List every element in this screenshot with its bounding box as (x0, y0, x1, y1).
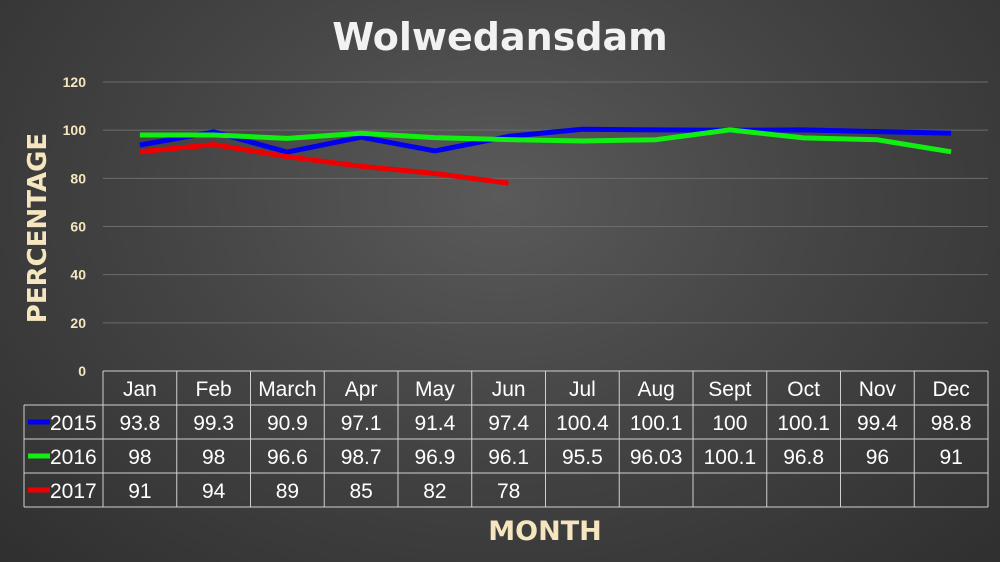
y-axis-ticks: 0 20 40 60 80 100 120 (63, 74, 87, 379)
y-tick-label: 0 (78, 363, 86, 379)
table-cell: 100.1 (777, 412, 830, 435)
table-cell: 96 (866, 446, 889, 469)
table-cell: 100.4 (556, 412, 609, 435)
table-cell: 99.4 (857, 412, 898, 435)
gridlines (103, 81, 988, 324)
table-cell: 91.4 (414, 412, 455, 435)
table-cell: 96.8 (783, 446, 824, 469)
table-cell: 93.8 (119, 412, 160, 435)
y-tick-label: 60 (70, 219, 86, 235)
table-cell: 78 (497, 480, 520, 503)
table-header-Jul: Jul (569, 378, 596, 401)
table-cell: 91 (939, 446, 962, 469)
table-cell: 89 (276, 480, 299, 503)
series-line-2015 (139, 126, 952, 155)
table-cell: 100.1 (704, 446, 757, 469)
legend-label-2015: 2015 (50, 412, 97, 435)
table-cell: 100 (712, 412, 747, 435)
table-header-Apr: Apr (345, 378, 378, 401)
table-cell: 82 (423, 480, 446, 503)
table-header-Jan: Jan (123, 378, 157, 401)
y-tick-label: 40 (70, 267, 86, 283)
table-cell: 96.03 (630, 446, 683, 469)
table-cell: 96.1 (488, 446, 529, 469)
table-header-May: May (415, 378, 455, 401)
table-header-Oct: Oct (787, 378, 820, 401)
table-cell: 99.3 (193, 412, 234, 435)
chart-title: Wolwedansdam (332, 15, 668, 59)
y-axis-label: PERCENTAGE (23, 133, 53, 323)
table-cell: 85 (349, 480, 372, 503)
table-cell: 97.4 (488, 412, 529, 435)
y-tick-label: 100 (63, 122, 87, 138)
table-cell: 90.9 (267, 412, 308, 435)
y-tick-label: 20 (70, 315, 86, 331)
series-line-2017 (139, 142, 509, 186)
table-header-Aug: Aug (637, 378, 674, 401)
table-cell: 94 (202, 480, 226, 503)
y-tick-label: 120 (63, 74, 87, 90)
table-header-March: March (258, 378, 316, 401)
table-header-Nov: Nov (859, 378, 897, 401)
table-cell: 96.6 (267, 446, 308, 469)
table-cell: 98 (202, 446, 225, 469)
y-tick-label: 80 (70, 170, 86, 186)
table-cell: 98 (128, 446, 151, 469)
series-line-2016 (139, 127, 952, 155)
table-header-Dec: Dec (932, 378, 969, 401)
x-axis-label: MONTH (488, 516, 601, 547)
data-table: Jan Feb March Apr May Jun Jul Aug Sept Oct Nov Dec 2… (23, 370, 989, 508)
table-cell: 91 (128, 480, 151, 503)
table-cell: 98.8 (931, 412, 972, 435)
table-cell: 95.5 (562, 446, 603, 469)
table-header-Feb: Feb (196, 378, 232, 401)
table-cell: 98.7 (341, 446, 382, 469)
legend-label-2016: 2016 (50, 446, 97, 469)
table-header-Sept: Sept (708, 378, 751, 401)
table-cell: 96.9 (414, 446, 455, 469)
table-cell: 97.1 (341, 412, 382, 435)
table-cell: 100.1 (630, 412, 683, 435)
legend-label-2017: 2017 (50, 480, 97, 503)
series-lines (139, 126, 952, 186)
table-header-Jun: Jun (492, 378, 526, 401)
